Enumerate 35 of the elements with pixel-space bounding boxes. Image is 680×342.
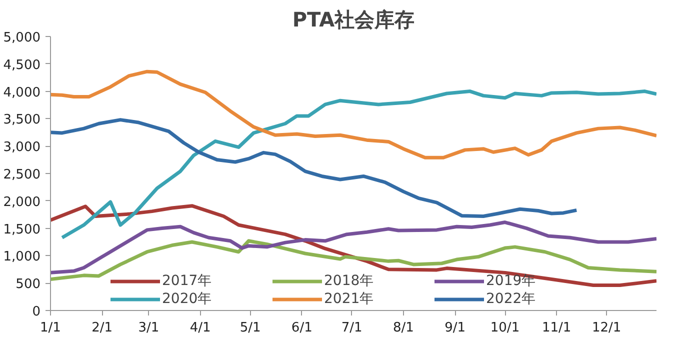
y-tick-label: 3,000	[3, 140, 40, 156]
y-tick-label: 1,500	[3, 222, 40, 238]
legend-label: 2022年	[486, 290, 537, 308]
y-tick-label: 500	[16, 277, 41, 292]
legend-label: 2020年	[162, 290, 213, 308]
legend-label: 2019年	[486, 272, 537, 290]
y-tick-label: 4,000	[3, 85, 40, 100]
x-tick-label: 6/1	[291, 320, 312, 336]
legend-label: 2021年	[324, 290, 375, 308]
x-tick-label: 4/1	[190, 320, 211, 336]
line-series	[50, 220, 656, 274]
legend-label: 2018年	[324, 272, 375, 290]
line-series	[50, 118, 578, 218]
y-tick-label: 2,500	[3, 168, 40, 182]
y-tick-label: 2,000	[3, 194, 40, 210]
legend-label: 2017年	[162, 272, 213, 290]
x-tick-label: 8/1	[392, 320, 414, 336]
y-tick-label: 0	[32, 304, 41, 320]
x-tick-label: 1/1	[40, 320, 61, 336]
x-tick-label: 9/1	[444, 320, 466, 336]
x-tick-label: 7/1	[341, 320, 362, 336]
x-tick-label: 11/1	[542, 320, 572, 336]
chart-title: PTA社会库存	[292, 8, 415, 32]
x-tick-label: 2/1	[92, 320, 113, 336]
y-tick-label: 5,000	[3, 30, 40, 46]
line-series	[50, 204, 656, 288]
x-tick-label: 5/1	[240, 320, 261, 336]
x-tick-label: 10/1	[490, 320, 520, 336]
y-tick-label: 4,500	[3, 58, 40, 73]
line-series	[60, 90, 656, 240]
line-series	[50, 70, 656, 160]
x-tick-label: 3/1	[138, 320, 160, 336]
y-tick-label: 1,000	[3, 250, 40, 265]
x-tick-label: 12/1	[592, 320, 622, 336]
y-tick-label: 3,500	[3, 112, 40, 128]
